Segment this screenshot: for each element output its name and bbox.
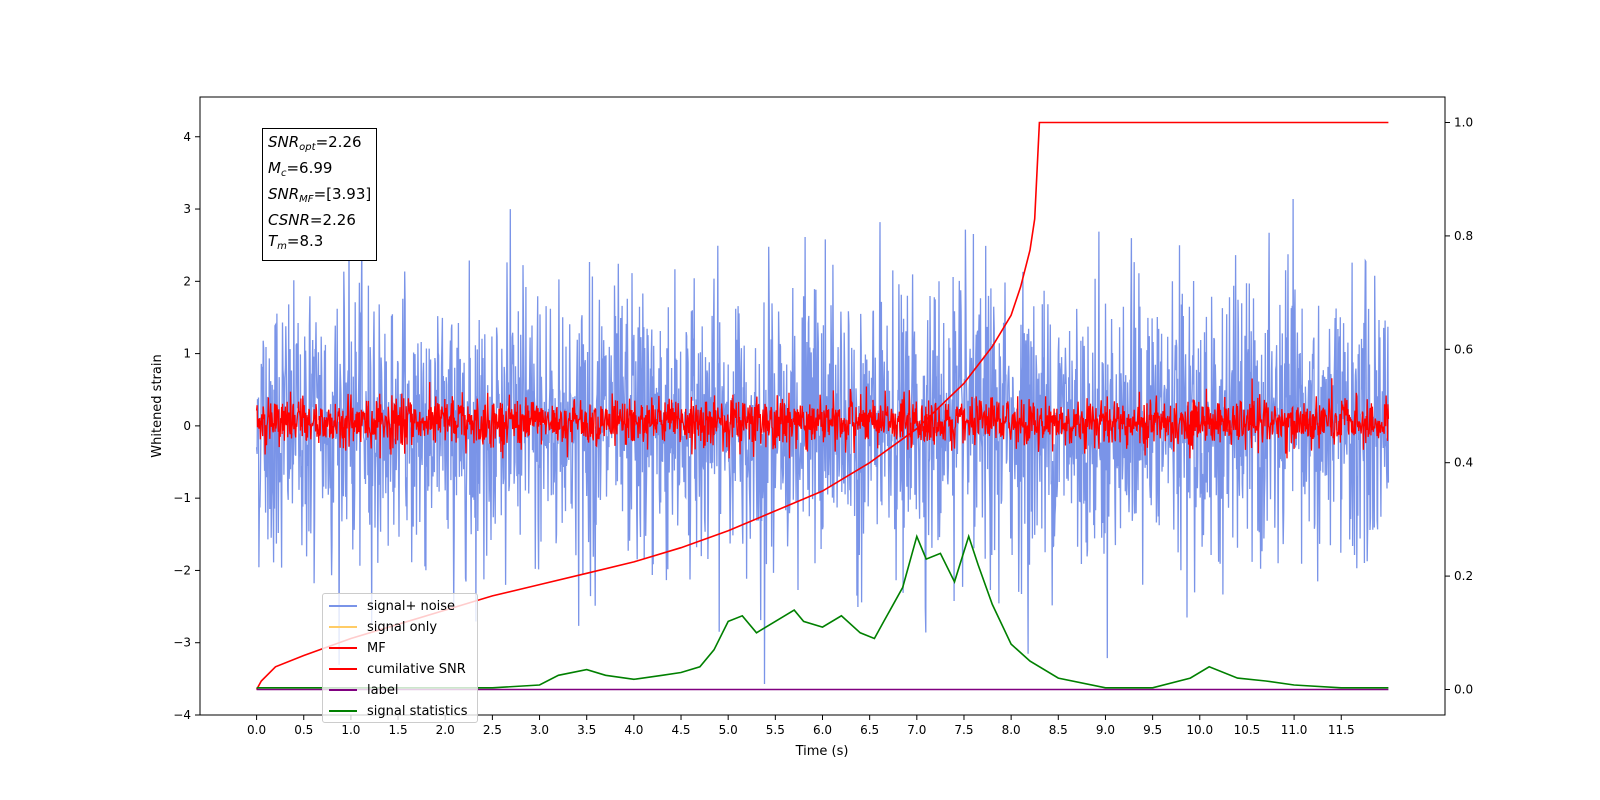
- y-right-tick-label: 0.6: [1454, 342, 1473, 356]
- legend-label: MF: [367, 640, 386, 656]
- y-left-tick-label: −2: [173, 563, 191, 577]
- y-left-tick-label: −1: [173, 491, 191, 505]
- legend-label: signal statistics: [367, 703, 468, 719]
- y-left-tick-label: −4: [173, 708, 191, 722]
- legend-item: signal statistics: [329, 701, 468, 721]
- x-tick-label: 11.0: [1281, 723, 1308, 737]
- y-right-tick-label: 0.4: [1454, 456, 1473, 470]
- tm-sub: m: [277, 241, 287, 252]
- y-left-tick-label: 1: [183, 347, 191, 361]
- snr-opt-value: =2.26: [315, 133, 362, 151]
- tm-value: =8.3: [286, 232, 324, 250]
- noise-bands: [255, 198, 1390, 685]
- x-tick-label: 4.0: [624, 723, 643, 737]
- x-tick-label: 6.5: [860, 723, 879, 737]
- x-tick-label: 3.5: [577, 723, 596, 737]
- y-axis-left: −4 −3 −2 −1 0 1 2 3 4: [173, 130, 200, 722]
- snr-opt-symbol: SNR: [268, 133, 300, 151]
- mc-sub: c: [280, 168, 287, 179]
- mc-value: =6.99: [286, 159, 333, 177]
- y-left-tick-label: 0: [183, 419, 191, 433]
- series-signal-noise: [255, 198, 1390, 685]
- legend-swatch: [329, 605, 357, 607]
- x-tick-label: 10.0: [1186, 723, 1213, 737]
- csnr-row: CSNR=2.26: [268, 210, 371, 231]
- x-tick-label: 9.0: [1096, 723, 1115, 737]
- mc-row: Mc=6.99: [268, 158, 371, 184]
- csnr-value: =2.26: [309, 211, 356, 229]
- legend-item: signal+ noise: [329, 596, 455, 616]
- chart-legend: signal+ noise signal only MF cumilative …: [322, 593, 478, 723]
- x-tick-label: 6.0: [813, 723, 832, 737]
- y-left-tick-label: 4: [183, 130, 191, 144]
- snr-mf-symbol: SNR: [268, 185, 300, 203]
- x-tick-label: 8.0: [1002, 723, 1021, 737]
- x-tick-label: 11.5: [1328, 723, 1355, 737]
- tm-row: Tm=8.3: [268, 231, 371, 257]
- legend-label: signal only: [367, 619, 438, 635]
- y-left-tick-label: 2: [183, 274, 191, 288]
- legend-swatch: [329, 689, 357, 691]
- x-tick-label: 2.0: [436, 723, 455, 737]
- x-axis: 0.0 0.5 1.0 1.5 2.0 2.5 3.0 3.5 4.0 4.5 5.0 5.5 6.0 6…: [247, 715, 1355, 737]
- legend-item: label: [329, 680, 398, 700]
- y-left-tick-label: −3: [173, 636, 191, 650]
- y-right-tick-label: 1.0: [1454, 116, 1473, 130]
- y-axis-right: 0.0 0.2 0.4 0.6 0.8 1.0: [1445, 116, 1473, 696]
- snr-opt-row: SNRopt=2.26: [268, 132, 371, 158]
- x-tick-label: 4.5: [671, 723, 690, 737]
- y-left-tick-label: 3: [183, 202, 191, 216]
- x-tick-label: 1.5: [389, 723, 408, 737]
- mc-symbol: M: [268, 159, 281, 177]
- legend-label: cumilative SNR: [367, 661, 466, 677]
- x-axis-label: Time (s): [795, 744, 849, 759]
- x-tick-label: 1.0: [341, 723, 360, 737]
- x-tick-label: 2.5: [483, 723, 502, 737]
- legend-item: MF: [329, 638, 386, 658]
- x-tick-label: 5.0: [719, 723, 738, 737]
- snr-opt-sub: opt: [299, 142, 316, 153]
- snr-mf-sub: MF: [299, 194, 314, 205]
- csnr-symbol: CSNR: [268, 211, 310, 229]
- y-right-tick-label: 0.0: [1454, 682, 1473, 696]
- series-signal-statistics: [256, 533, 1389, 689]
- x-tick-label: 10.5: [1234, 723, 1261, 737]
- series-mf: [255, 378, 1390, 459]
- x-tick-label: 7.0: [907, 723, 926, 737]
- x-tick-label: 9.5: [1143, 723, 1162, 737]
- legend-label: label: [367, 682, 399, 698]
- x-tick-label: 8.5: [1049, 723, 1068, 737]
- y-right-tick-label: 0.2: [1454, 569, 1473, 583]
- y-axis-label: Whitened strain: [150, 354, 165, 457]
- legend-label: signal+ noise: [367, 598, 456, 614]
- x-tick-label: 3.0: [530, 723, 549, 737]
- tm-symbol: T: [268, 232, 278, 250]
- legend-item: signal only: [329, 617, 437, 637]
- stats-infobox: SNRopt=2.26 Mc=6.99 SNRMF=[3.93] CSNR=2.…: [262, 128, 378, 261]
- x-tick-label: 0.0: [247, 723, 266, 737]
- x-tick-label: 5.5: [766, 723, 785, 737]
- legend-swatch: [329, 668, 357, 670]
- x-tick-label: 0.5: [294, 723, 313, 737]
- legend-item: cumilative SNR: [329, 659, 466, 679]
- x-tick-label: 7.5: [954, 723, 973, 737]
- y-right-tick-label: 0.8: [1454, 229, 1473, 243]
- legend-swatch: [329, 626, 357, 628]
- legend-swatch: [329, 710, 357, 712]
- legend-swatch: [329, 647, 357, 649]
- snr-mf-value: =[3.93]: [313, 185, 372, 203]
- snr-mf-row: SNRMF=[3.93]: [268, 184, 371, 210]
